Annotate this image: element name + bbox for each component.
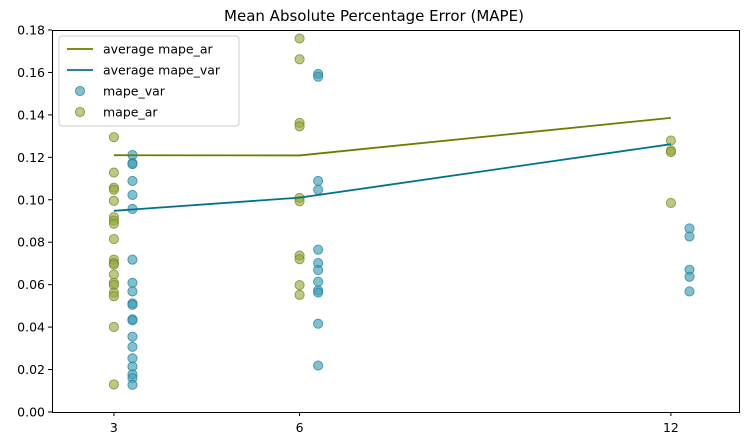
point-mape_var-2	[127, 159, 138, 170]
point-mape_ar-18	[108, 379, 119, 390]
legend-label-average-mape_var: average mape_var	[103, 63, 221, 78]
legend-box	[58, 35, 240, 127]
y-tick-label-9: 0.18	[17, 23, 45, 38]
point-mape_var-22	[313, 175, 324, 186]
point-mape_ar-0	[108, 132, 119, 143]
line-average-mape_var	[113, 143, 672, 212]
point-mape_var-3	[127, 175, 138, 186]
point-mape_var-8	[127, 286, 138, 297]
point-mape_ar-4	[108, 195, 119, 206]
legend-swatch-mape_var	[74, 85, 86, 97]
chart-title: Mean Absolute Percentage Error (MAPE)	[224, 7, 524, 25]
point-mape_ar-16	[108, 291, 119, 302]
point-mape_var-35	[684, 271, 695, 282]
point-mape_var-4	[127, 189, 138, 200]
scatter-series-mape_ar	[108, 33, 676, 390]
point-mape_var-21	[313, 71, 324, 82]
point-mape_ar-3	[108, 184, 119, 195]
point-mape_var-6	[127, 254, 138, 265]
legend-label-mape_ar: mape_ar	[103, 105, 158, 120]
point-mape_var-36	[684, 286, 695, 297]
point-mape_var-29	[313, 287, 324, 298]
y-tick-label-6: 0.12	[17, 150, 45, 165]
point-mape_ar-1	[108, 167, 119, 178]
plot-marks	[108, 33, 695, 390]
legend-label-mape_var: mape_var	[103, 84, 166, 99]
legend-label-average-mape_ar: average mape_ar	[103, 42, 214, 57]
point-mape_ar-24	[294, 196, 305, 207]
point-mape_ar-7	[108, 218, 119, 229]
y-tick-label-3: 0.06	[17, 277, 45, 292]
point-mape_var-33	[684, 231, 695, 242]
point-mape_ar-12	[108, 269, 119, 280]
y-tick-label-0: 0.00	[17, 405, 45, 420]
point-mape_ar-32	[665, 197, 676, 209]
y-tick-label-4: 0.08	[17, 235, 45, 250]
point-mape_var-27	[313, 276, 324, 287]
point-mape_var-13	[127, 331, 138, 342]
legend-swatch-mape_ar	[74, 106, 86, 118]
point-mape_var-23	[313, 184, 324, 195]
y-tick-label-8: 0.16	[17, 65, 45, 80]
point-mape_ar-27	[294, 280, 305, 291]
point-mape_ar-8	[108, 233, 119, 245]
y-tick-label-5: 0.10	[17, 192, 45, 207]
point-mape_var-7	[127, 277, 138, 288]
point-mape_var-31	[313, 360, 324, 371]
y-tick-label-1: 0.02	[17, 362, 45, 377]
point-mape_ar-26	[294, 254, 305, 265]
point-mape_var-12	[127, 315, 138, 326]
point-mape_ar-29	[665, 135, 676, 146]
point-mape_var-30	[313, 318, 324, 329]
point-mape_ar-31	[665, 146, 676, 158]
point-mape_var-14	[127, 341, 138, 352]
line-average-mape_ar	[113, 116, 672, 157]
y-tick-label-2: 0.04	[17, 320, 45, 335]
point-mape_ar-11	[108, 259, 119, 270]
x-tick-label-2: 12	[663, 420, 679, 435]
point-mape_var-24	[313, 244, 324, 255]
point-mape_ar-17	[108, 321, 119, 332]
plot-frame	[52, 30, 740, 413]
point-mape_var-19	[127, 379, 138, 390]
y-tick-label-7: 0.14	[17, 107, 45, 122]
point-mape_ar-28	[294, 289, 305, 300]
x-tick-label-1: 6	[296, 420, 304, 435]
point-mape_var-10	[127, 299, 138, 310]
point-mape_ar-22	[294, 121, 305, 132]
scatter-series-mape_var	[127, 68, 695, 390]
axes: 0.00 0.02 0.04 0.06 0.08 0.10 0.12 0.14 0.16 0.18…	[17, 23, 679, 436]
point-mape_var-26	[313, 264, 324, 276]
x-tick-label-0: 3	[110, 420, 118, 435]
point-mape_ar-20	[294, 54, 305, 65]
point-mape_ar-19	[294, 33, 305, 44]
